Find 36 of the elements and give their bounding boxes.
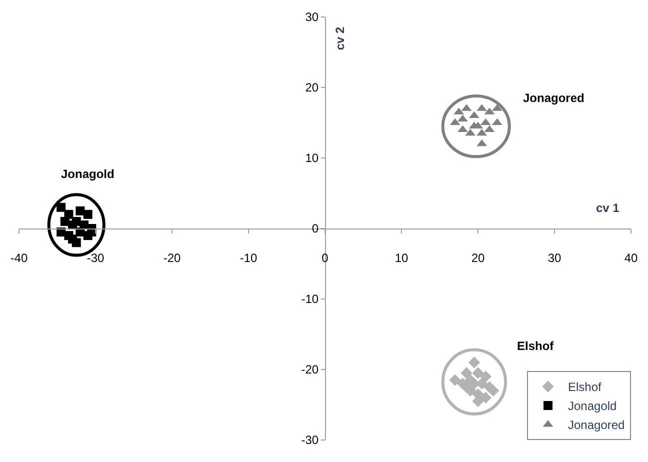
point <box>60 216 70 226</box>
y-tick-label: 10 <box>305 151 319 166</box>
point <box>449 374 461 386</box>
x-tick-label: 10 <box>394 250 408 265</box>
point <box>468 356 480 368</box>
annotation: Elshof <box>517 339 555 353</box>
point <box>68 234 78 244</box>
y-tick-label: 20 <box>305 80 319 95</box>
point <box>56 202 66 212</box>
annotation: Jonagold <box>61 167 114 181</box>
y-tick-label: 30 <box>305 10 319 24</box>
point <box>472 367 484 379</box>
point <box>83 210 92 219</box>
x-tick-label: 0 <box>322 250 329 265</box>
legend-label: Elshof <box>568 380 602 394</box>
y-tick-label: -20 <box>301 362 319 377</box>
point <box>480 392 492 404</box>
point <box>460 367 472 379</box>
y-tick-label: -30 <box>301 433 319 448</box>
y-axis-title: cv 2 <box>332 26 347 50</box>
y-tick-label: 0 <box>312 222 319 236</box>
x-tick-label: -20 <box>163 250 181 265</box>
x-tick-label: -10 <box>240 250 258 265</box>
x-tick-label: 30 <box>548 250 562 265</box>
legend-label: Jonagold <box>568 399 617 414</box>
point <box>76 206 85 216</box>
x-tick-label: 20 <box>471 250 485 265</box>
x-tick-label: -40 <box>10 250 28 265</box>
annotation: Jonagored <box>523 91 584 105</box>
x-tick-label: -30 <box>86 250 104 265</box>
point <box>458 125 468 132</box>
legend-label: Jonagored <box>568 418 625 432</box>
point <box>480 370 492 382</box>
x-tick-label: 40 <box>624 250 638 265</box>
y-tick-label: -10 <box>301 292 319 306</box>
x-axis-title: cv 1 <box>596 201 620 215</box>
